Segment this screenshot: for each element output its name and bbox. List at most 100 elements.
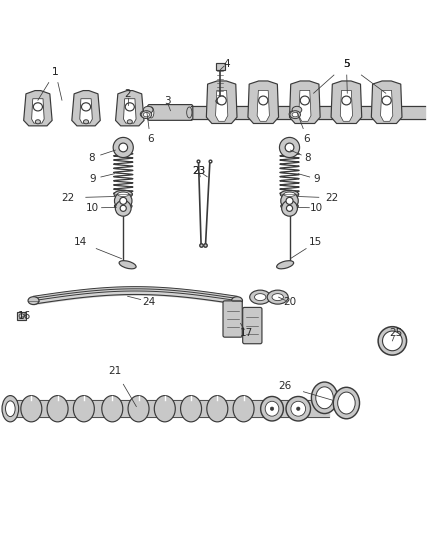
Ellipse shape (114, 148, 132, 154)
Ellipse shape (73, 395, 94, 422)
Ellipse shape (180, 395, 201, 422)
Text: 15: 15 (308, 237, 321, 247)
Ellipse shape (249, 290, 270, 304)
Ellipse shape (332, 387, 359, 419)
Ellipse shape (119, 261, 136, 269)
Ellipse shape (258, 96, 267, 105)
Polygon shape (24, 91, 52, 126)
Ellipse shape (286, 397, 310, 421)
Ellipse shape (21, 395, 42, 422)
Ellipse shape (341, 96, 350, 105)
Ellipse shape (33, 103, 42, 111)
Text: 8: 8 (304, 153, 311, 163)
Text: 9: 9 (313, 174, 319, 184)
Bar (215, 63, 225, 70)
Ellipse shape (377, 327, 406, 355)
Text: 5: 5 (343, 59, 349, 69)
Circle shape (285, 143, 293, 152)
Text: 3: 3 (163, 96, 170, 106)
Ellipse shape (296, 407, 299, 410)
Polygon shape (72, 91, 100, 126)
Polygon shape (257, 91, 269, 122)
Ellipse shape (267, 290, 288, 304)
Ellipse shape (6, 401, 15, 417)
Ellipse shape (128, 395, 149, 422)
Polygon shape (206, 81, 237, 124)
Ellipse shape (283, 192, 294, 197)
FancyBboxPatch shape (148, 104, 192, 120)
Text: 10: 10 (86, 203, 99, 213)
Polygon shape (115, 91, 144, 126)
Ellipse shape (265, 401, 278, 416)
Ellipse shape (35, 120, 40, 124)
Polygon shape (32, 99, 44, 123)
Circle shape (286, 197, 292, 204)
Circle shape (280, 192, 297, 209)
Polygon shape (215, 91, 227, 122)
Text: 2: 2 (124, 88, 131, 99)
Circle shape (279, 138, 299, 158)
Text: 6: 6 (303, 134, 310, 144)
Circle shape (120, 197, 127, 204)
Ellipse shape (28, 297, 39, 304)
Ellipse shape (141, 111, 151, 118)
Text: 8: 8 (88, 153, 95, 163)
Polygon shape (247, 81, 278, 124)
Ellipse shape (148, 107, 153, 118)
Text: 22: 22 (61, 193, 74, 203)
Ellipse shape (127, 120, 132, 124)
Polygon shape (330, 81, 361, 124)
Text: 23: 23 (192, 166, 205, 176)
Ellipse shape (154, 395, 175, 422)
Ellipse shape (143, 112, 149, 117)
Text: 5: 5 (343, 59, 349, 69)
Ellipse shape (276, 261, 293, 269)
Ellipse shape (102, 395, 123, 422)
Ellipse shape (81, 103, 90, 111)
Ellipse shape (215, 98, 224, 104)
Polygon shape (123, 99, 136, 123)
Text: 4: 4 (223, 59, 229, 69)
Polygon shape (80, 99, 92, 123)
Bar (17, 312, 26, 320)
Text: 6: 6 (147, 134, 153, 144)
Text: 20: 20 (283, 297, 295, 308)
Ellipse shape (125, 103, 134, 111)
Ellipse shape (233, 395, 254, 422)
Ellipse shape (254, 294, 265, 301)
Ellipse shape (288, 111, 298, 118)
Text: 23: 23 (192, 166, 205, 176)
Ellipse shape (290, 401, 305, 416)
Text: 1: 1 (52, 67, 59, 77)
Text: 9: 9 (89, 174, 95, 184)
Text: 21: 21 (109, 366, 122, 376)
Circle shape (115, 200, 131, 216)
Text: 25: 25 (388, 328, 401, 338)
Ellipse shape (83, 120, 88, 124)
Ellipse shape (19, 314, 24, 318)
Ellipse shape (114, 203, 132, 209)
Text: 10: 10 (309, 203, 322, 213)
Ellipse shape (315, 387, 332, 409)
Ellipse shape (114, 190, 132, 198)
Text: 24: 24 (141, 296, 155, 306)
Ellipse shape (289, 111, 300, 118)
Ellipse shape (280, 190, 298, 198)
Ellipse shape (2, 395, 18, 422)
Ellipse shape (186, 107, 191, 118)
Ellipse shape (337, 392, 354, 414)
Polygon shape (339, 91, 352, 122)
Ellipse shape (311, 382, 337, 414)
Ellipse shape (206, 395, 227, 422)
Text: 14: 14 (74, 237, 87, 247)
Ellipse shape (381, 331, 401, 351)
Ellipse shape (140, 111, 150, 118)
Text: 16: 16 (18, 311, 31, 320)
Polygon shape (298, 91, 310, 122)
Polygon shape (380, 91, 392, 122)
Ellipse shape (117, 192, 129, 197)
Circle shape (119, 143, 127, 152)
Text: 26: 26 (278, 382, 291, 391)
Ellipse shape (47, 395, 68, 422)
Ellipse shape (217, 96, 226, 105)
